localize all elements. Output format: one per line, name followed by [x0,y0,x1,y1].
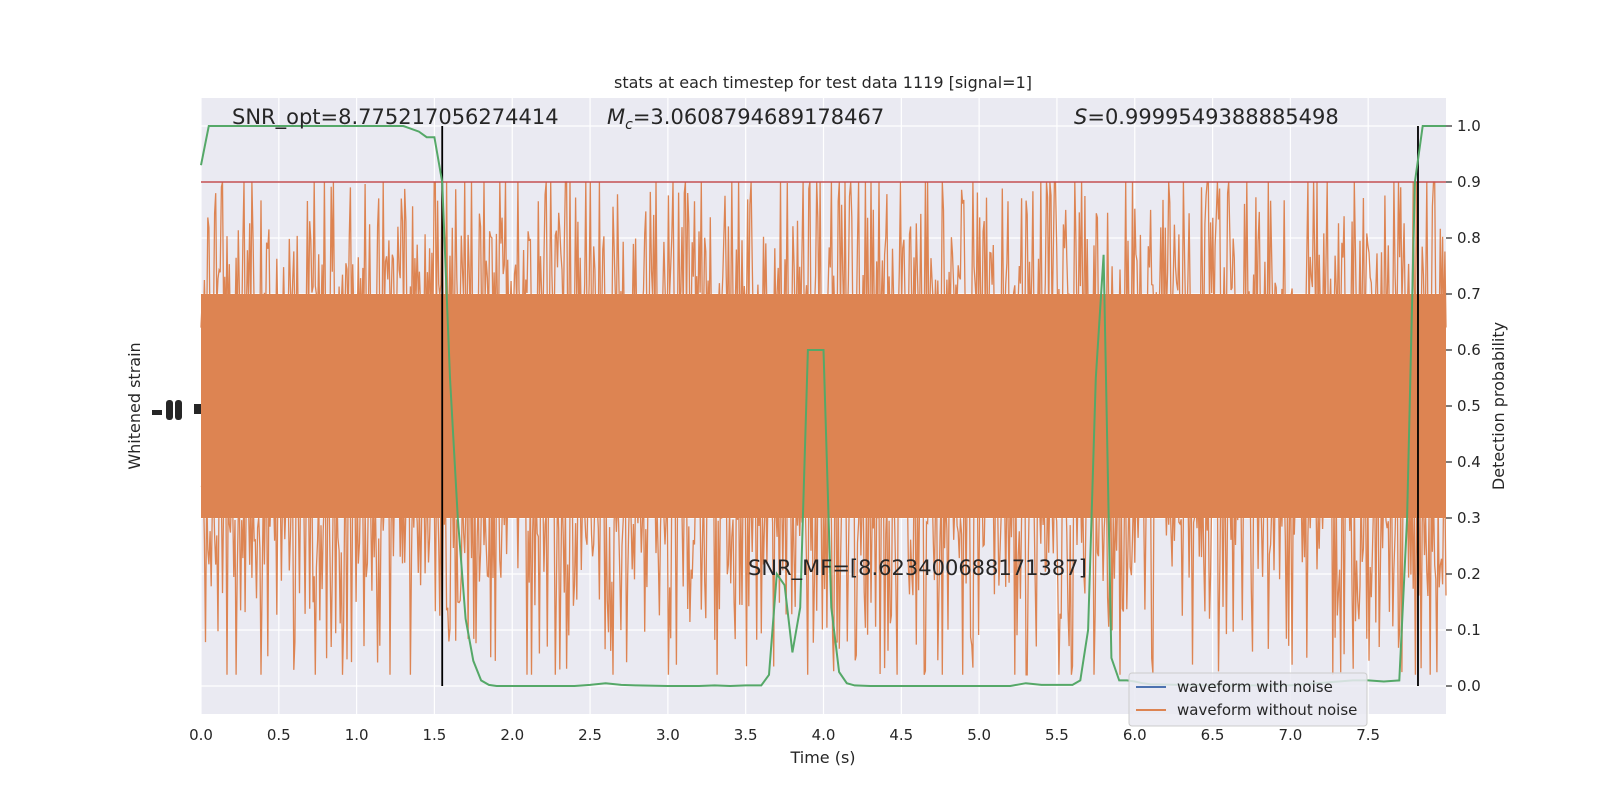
y-axis-label-left: Whitened strain [125,342,144,469]
x-tick-label-12: 6.0 [1123,726,1147,744]
statistic-annotation: S=0.9999549388885498 [1074,105,1339,129]
statistic-value: =0.9999549388885498 [1087,105,1338,129]
x-tick-label-6: 3.0 [656,726,680,744]
event-markers [441,126,1419,686]
y-right-tick-label-7: 0.7 [1457,285,1481,303]
waveform-without-noise-series [200,181,1447,676]
statistic-symbol: S [1074,105,1087,129]
y-right-tick-label-2: 0.2 [1457,565,1481,583]
x-tick-label-9: 4.5 [889,726,913,744]
y-right-tick-label-4: 0.4 [1457,453,1481,471]
legend: waveform with noise waveform without noi… [1128,672,1368,727]
chirp-mass-symbol: M [607,105,625,129]
y-right-tick-label-10: 1.0 [1457,117,1481,135]
left-axis-overlap-ticks [152,400,201,420]
y-right-tick-label-6: 0.6 [1457,341,1481,359]
y-right-tick-label-8: 0.8 [1457,229,1481,247]
x-tick-label-3: 1.5 [423,726,447,744]
y-right-tick-label-1: 0.1 [1457,621,1481,639]
y-right-axis-ticks: 0.0 0.1 0.2 0.3 0.4 0.5 0.6 0.7 0.8 0.9 1.0 [1446,117,1481,695]
chirp-mass-value: =3.0608794689178467 [633,105,884,129]
noise-core-band [201,294,1446,518]
y-right-tick-label-9: 0.9 [1457,173,1481,191]
chart-title: stats at each timestep for test data 111… [614,73,1032,92]
x-axis-ticks: 0.0 0.5 1.0 1.5 2.0 2.5 3.0 3.5 4.0 4.5 5.0 5.5 6.0 6… [189,726,1380,744]
x-tick-label-5: 2.5 [578,726,602,744]
legend-box [1128,672,1368,727]
y-right-tick-label-0: 0.0 [1457,677,1481,695]
chirp-mass-subscript: c [625,117,633,133]
legend-label-without-noise: waveform without noise [1177,701,1357,719]
x-tick-label-10: 5.0 [967,726,991,744]
x-axis-label: Time (s) [789,748,855,767]
y-right-tick-label-3: 0.3 [1457,509,1481,527]
x-tick-label-2: 1.0 [345,726,369,744]
x-tick-label-7: 3.5 [734,726,758,744]
x-tick-label-13: 6.5 [1201,726,1225,744]
x-tick-label-11: 5.5 [1045,726,1069,744]
snr-mf-annotation: SNR_MF=[8.623400688171387] [748,556,1087,581]
y-right-tick-label-5: 0.5 [1457,397,1481,415]
x-tick-label-1: 0.5 [267,726,291,744]
legend-label-with-noise: waveform with noise [1177,678,1333,696]
x-tick-label-0: 0.0 [189,726,213,744]
x-tick-label-4: 2.0 [500,726,524,744]
snr-opt-annotation: SNR_opt=8.775217056274414 [232,105,559,130]
x-tick-label-15: 7.5 [1356,726,1380,744]
y-axis-label-right: Detection probability [1489,322,1508,490]
x-tick-label-14: 7.0 [1278,726,1302,744]
x-tick-label-8: 4.0 [812,726,836,744]
chirp-mass-annotation: Mc=3.0608794689178467 [607,105,884,133]
